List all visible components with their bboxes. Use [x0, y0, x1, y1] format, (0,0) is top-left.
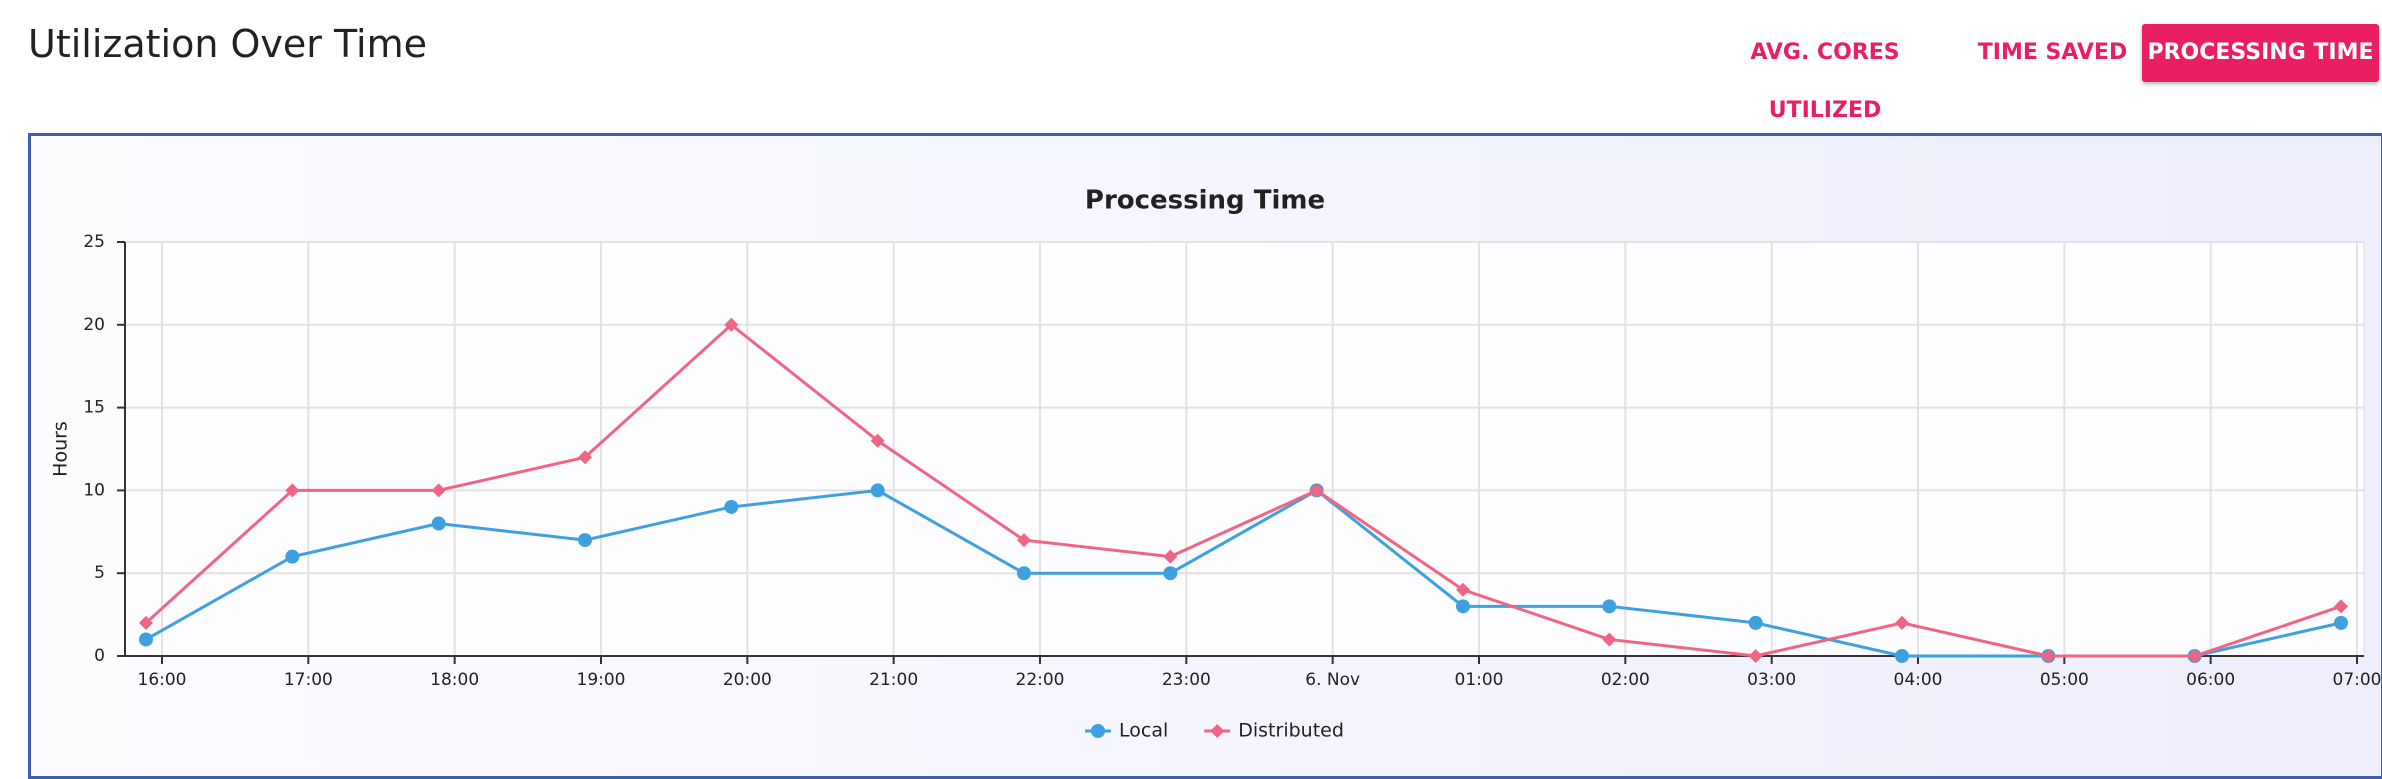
marker — [1210, 724, 1225, 738]
x-tick-label: 04:00 — [1894, 670, 1943, 690]
x-tick-label: 01:00 — [1455, 670, 1504, 690]
marker — [724, 499, 739, 514]
x-tick-label: 05:00 — [2040, 670, 2089, 690]
marker — [724, 317, 739, 332]
x-tick-label: 20:00 — [723, 670, 772, 690]
marker — [2187, 649, 2202, 663]
marker — [1602, 632, 1617, 647]
x-tick-label: 6. Nov — [1305, 670, 1360, 690]
marker — [1602, 599, 1617, 614]
marker — [285, 549, 300, 564]
marker — [1748, 649, 1763, 663]
marker — [139, 615, 153, 630]
marker — [578, 450, 592, 465]
marker — [1895, 649, 1909, 663]
marker — [1091, 724, 1105, 738]
y-tick-label: 10 — [83, 480, 105, 500]
marker — [2041, 649, 2056, 663]
x-tick-label: 07:00 — [2333, 670, 2382, 690]
marker — [578, 533, 592, 548]
x-tick-label: 21:00 — [869, 670, 918, 690]
x-tick-label: 06:00 — [2186, 670, 2235, 690]
x-tick-label: 19:00 — [577, 670, 626, 690]
y-tick-label: 5 — [94, 563, 105, 583]
marker — [431, 516, 446, 531]
marker — [431, 483, 446, 498]
chart-title: Processing Time — [1085, 186, 1325, 216]
plot-area — [124, 241, 2365, 657]
marker — [1017, 566, 1031, 581]
x-tick-label: 02:00 — [1601, 670, 1650, 690]
marker — [2334, 599, 2348, 614]
marker — [1456, 582, 1470, 597]
marker — [1163, 549, 1178, 564]
marker — [1456, 599, 1470, 614]
marker — [1163, 566, 1178, 581]
y-axis-label: Hours — [50, 421, 72, 477]
series-line — [145, 488, 2342, 658]
x-tick-label: 03:00 — [1747, 670, 1796, 690]
legend-label: Distributed — [1238, 720, 1344, 742]
x-tick-label: 18:00 — [430, 670, 479, 690]
x-tick-label: 22:00 — [1016, 670, 1065, 690]
tab[interactable]: PROCESSING TIME — [2142, 24, 2379, 82]
y-tick-label: 0 — [94, 646, 105, 666]
marker — [1309, 483, 1324, 498]
y-tick-label: 25 — [83, 232, 105, 252]
x-tick-label: 16:00 — [138, 670, 187, 690]
marker — [870, 483, 885, 498]
series-line — [144, 322, 2342, 658]
marker — [285, 483, 300, 498]
x-tick-label: 17:00 — [284, 670, 333, 690]
marker — [1895, 615, 1909, 630]
marker — [1017, 533, 1031, 548]
tab[interactable]: AVG. CORES UTILIZED — [1750, 40, 1900, 123]
marker — [1748, 615, 1763, 630]
page-title: Utilization Over Time — [28, 22, 427, 66]
y-tick-label: 15 — [83, 398, 105, 418]
y-tick-label: 20 — [83, 315, 105, 335]
x-tick-label: 23:00 — [1162, 670, 1211, 690]
tab[interactable]: TIME SAVED — [1977, 40, 2128, 65]
marker — [870, 433, 885, 448]
marker — [2334, 615, 2348, 630]
legend-label: Local — [1119, 720, 1168, 742]
marker — [139, 632, 153, 647]
